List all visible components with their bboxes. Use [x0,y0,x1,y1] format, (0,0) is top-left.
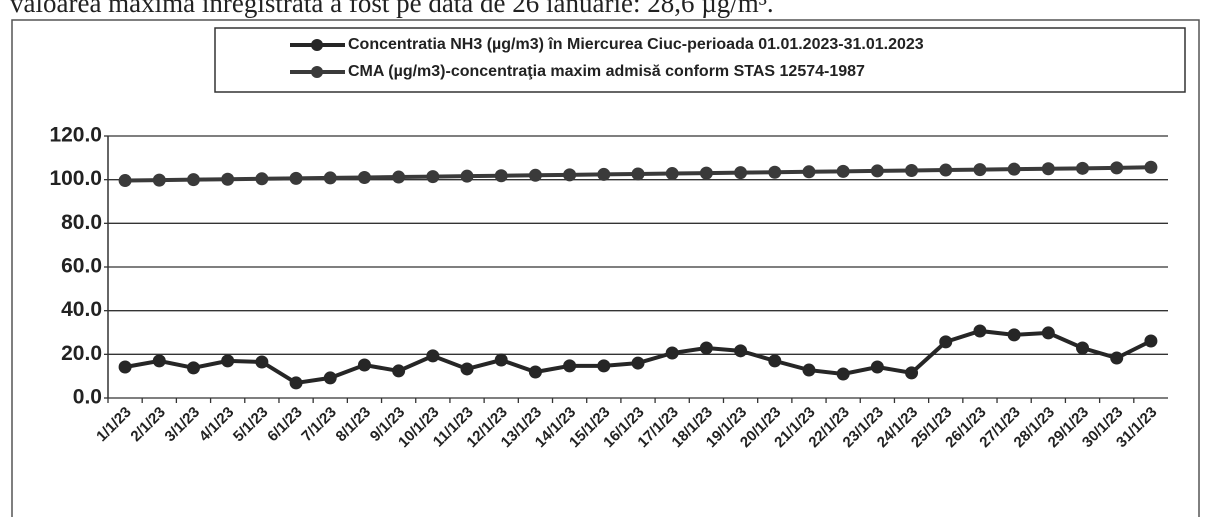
point [528,168,542,182]
point [1041,326,1055,340]
point [768,354,782,368]
y-tick-label: 0.0 [73,386,102,409]
point [1110,351,1124,365]
point [563,168,577,182]
y-tick-label: 40.0 [61,298,102,321]
point [255,172,269,186]
point [631,356,645,370]
point [734,344,748,358]
point [528,365,542,379]
point [221,172,235,186]
point [186,361,200,375]
point [699,166,713,180]
point [289,171,303,185]
point [186,173,200,187]
point [221,354,235,368]
point [460,362,474,376]
point [426,349,440,363]
point [1007,162,1021,176]
point [323,371,337,385]
legend-box [214,27,1186,93]
y-tick-label: 100.0 [49,167,102,190]
point [323,171,337,185]
point [118,360,132,374]
point [699,341,713,355]
point [905,366,919,380]
point [1110,161,1124,175]
point [802,363,816,377]
point [255,355,269,369]
point [870,164,884,178]
legend-label: Concentratia NH3 (µg/m3) în Miercurea Ci… [348,36,924,53]
point [631,167,645,181]
x-tick-label: 4/1/23 [196,404,238,446]
point [1076,161,1090,175]
point [939,163,953,177]
x-tick-label: 6/1/23 [264,404,306,446]
point [357,358,371,372]
legend-marker [311,39,323,51]
point [494,353,508,367]
point [870,360,884,374]
x-tick-label: 2/1/23 [127,404,169,446]
point [426,170,440,184]
point [836,164,850,178]
legend-label: CMA (µg/m3)-concentraţia maxim admisă co… [348,63,865,80]
point [939,335,953,349]
point [973,324,987,338]
x-tick-label: 3/1/23 [162,404,204,446]
point [563,359,577,373]
y-tick-label: 80.0 [61,211,102,234]
point [1007,328,1021,342]
x-tick-label: 5/1/23 [230,404,272,446]
point [665,167,679,181]
point [836,367,850,381]
point [152,354,166,368]
point [357,170,371,184]
y-tick-label: 20.0 [61,342,102,365]
point [460,169,474,183]
point [1144,160,1158,174]
point [802,165,816,179]
point [973,163,987,177]
y-tick-label: 120.0 [49,124,102,147]
legend-marker [311,66,323,78]
point [152,173,166,187]
point [768,165,782,179]
y-tick-label: 60.0 [61,255,102,278]
point [1144,334,1158,348]
x-tick-label: 8/1/23 [333,404,375,446]
point [665,346,679,360]
x-tick-label: 7/1/23 [298,404,340,446]
point [392,364,406,378]
point [905,163,919,177]
point [734,166,748,180]
point [118,174,132,188]
point [1041,162,1055,176]
annotation: valoarea maximă înregistrată a fost pe d… [10,0,774,18]
x-tick-label: 1/1/23 [93,404,135,446]
point [597,167,611,181]
point [392,170,406,184]
point [494,169,508,183]
point [289,376,303,390]
point [597,359,611,373]
chart-frame [11,19,1200,517]
point [1076,341,1090,355]
